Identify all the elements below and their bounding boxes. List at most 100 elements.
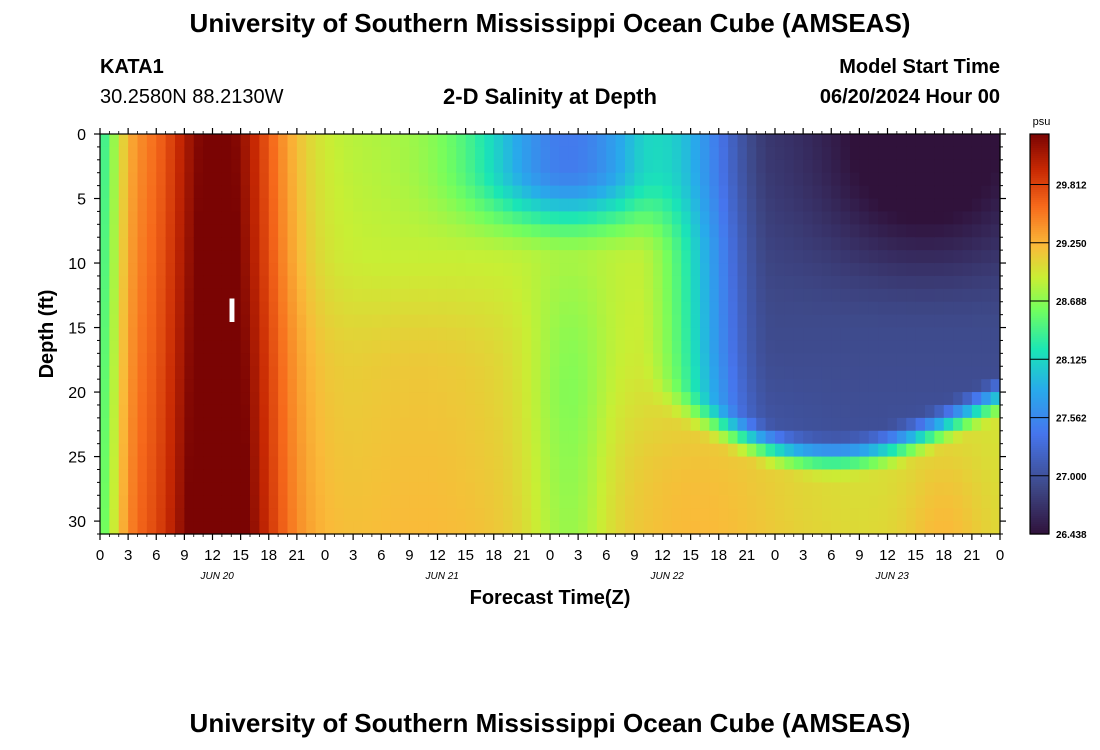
heatmap-cell (643, 469, 654, 483)
heatmap-cell (653, 211, 664, 225)
heatmap-cell (531, 482, 542, 496)
heatmap-cell (859, 469, 870, 483)
heatmap-cell (521, 263, 532, 277)
heatmap-cell (831, 430, 842, 445)
heatmap-cell (737, 301, 748, 316)
heatmap-cell (690, 404, 701, 419)
heatmap-cell (868, 224, 879, 238)
heatmap-cell (446, 366, 457, 380)
heatmap-cell (165, 263, 176, 277)
heatmap-cell (381, 495, 392, 509)
heatmap-cell (165, 430, 176, 445)
heatmap-cell (671, 417, 682, 432)
heatmap-cell (925, 482, 935, 496)
heatmap-cell (718, 159, 729, 174)
day-label: JUN 23 (875, 571, 910, 582)
heatmap-cell (568, 482, 579, 496)
heatmap-cell (418, 495, 429, 509)
model-start-label: Model Start Time (839, 56, 1000, 78)
heatmap-cell (278, 508, 289, 522)
heatmap-cell (437, 172, 448, 187)
heatmap-cell (812, 146, 823, 161)
heatmap-cell (456, 456, 467, 471)
heatmap-cell (409, 263, 420, 277)
heatmap-cell (868, 275, 879, 290)
heatmap-cell (934, 263, 945, 277)
heatmap-cell (775, 521, 785, 535)
heatmap-cell (409, 211, 420, 225)
heatmap-cell (409, 159, 420, 174)
heatmap-cell (718, 211, 729, 225)
heatmap-cell (521, 417, 532, 432)
heatmap-cell (334, 237, 345, 251)
heatmap-cell (146, 327, 157, 342)
heatmap-cell (465, 159, 476, 174)
heatmap-cell (409, 469, 420, 483)
heatmap-cell (859, 379, 870, 393)
heatmap-cell (653, 237, 664, 251)
heatmap-cell (550, 456, 560, 471)
heatmap-cell (165, 237, 176, 251)
heatmap-cell (165, 495, 176, 509)
heatmap-cell (100, 211, 110, 225)
heatmap-cell (756, 469, 767, 483)
y-tick-label: 25 (68, 450, 86, 467)
heatmap-cell (250, 224, 260, 238)
heatmap-cell (362, 172, 373, 187)
heatmap-cell (268, 327, 279, 342)
heatmap-cell (784, 211, 795, 225)
heatmap-cell (221, 443, 232, 458)
heatmap-cell (737, 353, 748, 367)
heatmap-cell (456, 172, 467, 187)
heatmap-cell (990, 159, 1001, 174)
heatmap-cell (296, 237, 307, 251)
heatmap-cell (887, 275, 898, 290)
heatmap-cell (868, 482, 879, 496)
heatmap-cell (287, 521, 298, 535)
heatmap-cell (259, 366, 270, 380)
colorbar-segment (1030, 456, 1049, 459)
heatmap-cell (175, 443, 185, 458)
colorbar-segment (1030, 288, 1049, 291)
heatmap-cell (943, 224, 954, 238)
heatmap-cell (662, 288, 673, 303)
heatmap-cell (296, 353, 307, 367)
heatmap-cell (240, 482, 251, 496)
heatmap-cell (137, 379, 148, 393)
heatmap-cell (278, 327, 289, 342)
heatmap-cell (681, 237, 692, 251)
heatmap-cell (212, 327, 223, 342)
heatmap-cell (568, 379, 579, 393)
heatmap-cell (165, 211, 176, 225)
heatmap-cell (465, 508, 476, 522)
heatmap-cell (203, 379, 214, 393)
heatmap-cell (587, 469, 598, 483)
heatmap-cell (540, 224, 551, 238)
heatmap-cell (859, 430, 870, 445)
colorbar-segment (1030, 430, 1049, 433)
heatmap-cell (409, 366, 420, 380)
heatmap-cell (212, 469, 223, 483)
heatmap-cell (831, 443, 842, 458)
colorbar-unit-label: psu (1033, 116, 1051, 128)
heatmap-cell (971, 392, 982, 406)
heatmap-cell (765, 224, 776, 238)
heatmap-cell (953, 495, 964, 509)
heatmap-cell (437, 469, 448, 483)
heatmap-cell (484, 379, 495, 393)
heatmap-cell (934, 250, 945, 264)
heatmap-cell (521, 353, 532, 367)
heatmap-cell (803, 379, 814, 393)
heatmap-cell (184, 456, 195, 471)
heatmap-cell (475, 417, 485, 432)
heatmap-cell (512, 353, 523, 367)
heatmap-cell (175, 392, 185, 406)
heatmap-cell (231, 185, 242, 200)
heatmap-cell (334, 275, 345, 290)
heatmap-cell (259, 327, 270, 342)
heatmap-cell (821, 482, 832, 496)
heatmap-cell (418, 159, 429, 174)
heatmap-cell (521, 404, 532, 419)
heatmap-cell (550, 366, 560, 380)
